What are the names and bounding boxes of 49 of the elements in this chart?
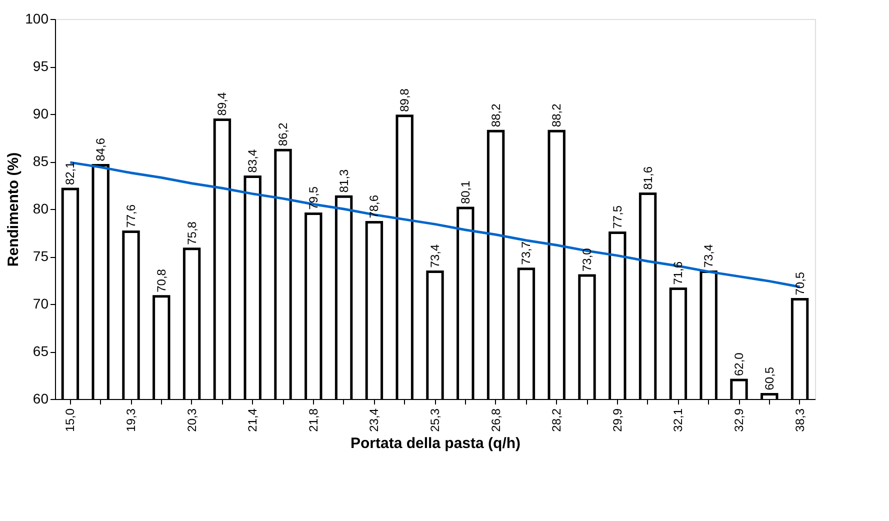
data-label: 77,5	[610, 205, 624, 229]
data-label: 78,6	[367, 194, 382, 218]
x-tick-label: 20,3	[184, 408, 199, 432]
y-tick-label: 95	[32, 58, 49, 74]
y-tick-label: 65	[32, 343, 49, 359]
x-tick-label: 26,8	[488, 408, 503, 432]
data-label: 89,4	[215, 92, 230, 116]
data-label: 73,4	[702, 244, 716, 268]
x-tick-label: 32,9	[732, 408, 746, 432]
data-label: 70,8	[154, 268, 168, 292]
data-label: 81,6	[640, 166, 655, 190]
x-tick-label: 15,0	[63, 408, 78, 432]
x-tick-label: 23,4	[367, 408, 382, 432]
data-label: 73,7	[519, 241, 534, 265]
data-label: 73,4	[428, 244, 442, 268]
data-label: 75,8	[184, 221, 199, 245]
y-tick-label: 60	[32, 390, 49, 406]
x-tick-label: 21,8	[306, 408, 320, 432]
y-tick-label: 80	[32, 200, 49, 216]
y-tick-label: 85	[32, 153, 49, 169]
data-label: 86,2	[276, 122, 290, 146]
data-label: 70,5	[792, 272, 807, 296]
data-label: 89,8	[398, 88, 412, 112]
y-tick-label: 90	[32, 106, 49, 122]
data-label: 81,3	[336, 168, 351, 193]
x-tick-label: 38,3	[792, 408, 807, 432]
data-label: 82,1	[63, 161, 78, 186]
data-label: 88,2	[488, 103, 503, 128]
y-tick-label: 100	[25, 10, 49, 26]
x-tick-label: 29,9	[610, 408, 624, 432]
y-tick-label: 70	[32, 296, 49, 312]
data-label: 62,0	[732, 352, 746, 376]
y-axis-title: Rendimento (%)	[5, 152, 22, 267]
data-label: 88,2	[550, 103, 564, 128]
x-axis-title: Portata della pasta (q/h)	[350, 434, 521, 452]
x-tick-label: 25,3	[428, 408, 442, 432]
x-tick-label: 32,1	[671, 408, 686, 432]
data-label: 83,4	[246, 149, 260, 173]
data-label: 71,6	[671, 261, 686, 285]
data-label: 80,1	[458, 180, 472, 204]
y-tick-label: 75	[32, 248, 49, 264]
x-tick-label: 19,3	[124, 408, 138, 432]
data-label: 84,6	[94, 138, 108, 162]
data-label: 79,5	[306, 186, 320, 210]
x-tick-label: 21,4	[246, 408, 260, 432]
data-label: 73,0	[580, 248, 594, 272]
x-tick-label: 28,2	[550, 408, 564, 432]
data-label: 77,6	[124, 204, 138, 228]
data-label: 60,5	[762, 366, 776, 390]
